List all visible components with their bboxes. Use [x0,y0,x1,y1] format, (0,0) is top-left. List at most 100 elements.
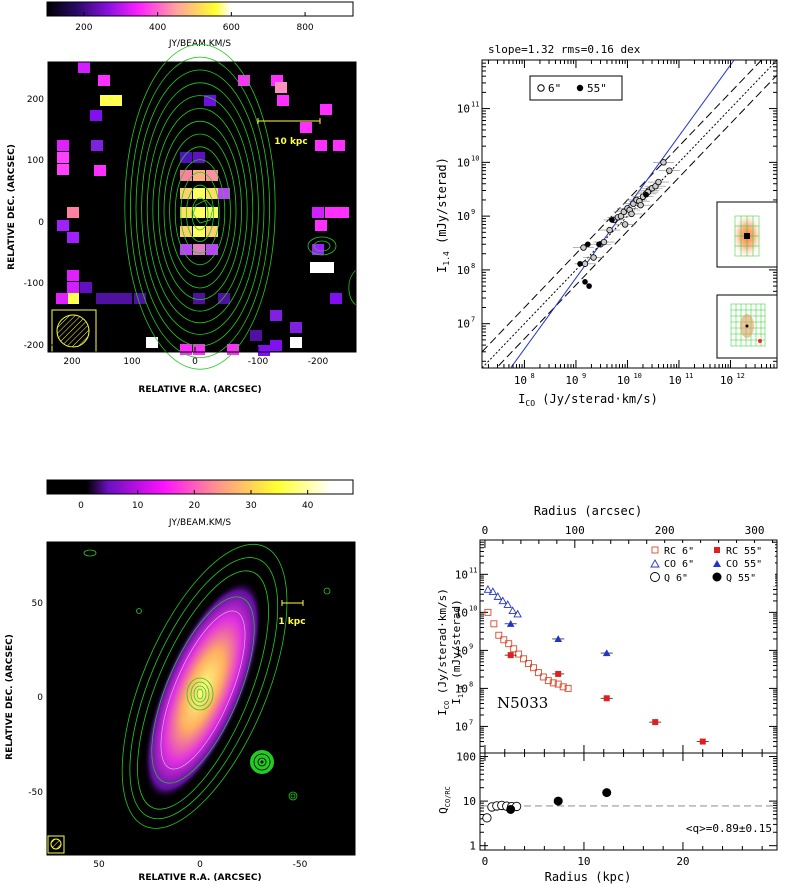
scalebar-c-label: 1 kpc [278,617,305,627]
image-a-pixel [337,207,349,218]
y-tick-label-b: 10 [457,210,470,223]
point-b-6 [660,159,667,166]
legend-b-label-55: 55" [587,82,607,95]
inset-b-top [716,201,778,268]
legend-d-q55-marker [712,572,722,582]
point-b-6 [600,238,608,246]
point-b-55 [596,241,602,248]
panel-b: slope=1.32 rms=0.16 dex 10 8 10 9 10 10 10 11 10… [435,43,778,408]
y-tick-exp-d-upper: 10 [469,604,477,612]
image-a-pixel [227,344,239,355]
inset-b-bottom [716,294,778,359]
image-a-pixel [180,152,192,163]
point-b-55 [643,191,649,198]
y-tick-exp-b: 7 [471,316,475,324]
y-tick-label-d-lower: 100 [456,751,476,764]
beam-box-c [47,835,65,854]
top-tick-label-d: 200 [655,524,675,537]
panel-c: 0 10 20 30 40 JY/BEAM.KM/S [5,479,356,883]
point-b-6 [666,167,673,174]
y-axis-label-d-rc: I1.4 (mJy/sterad) [450,599,465,704]
image-a-pixel [312,207,324,218]
x-tick-label-d: 0 [482,855,489,868]
image-a: 10 kpc [47,44,357,370]
y-tick-label-b: 10 [457,103,470,116]
image-a-pixel [206,244,218,255]
point-b-6 [581,260,589,267]
point-d-co6 [483,585,493,593]
point-b-55 [577,260,583,267]
image-tick-label-x: 0 [192,357,198,367]
image-tick-label-y: -100 [24,279,45,289]
legend-d-q6-marker [650,572,660,582]
point-d-rc55 [603,695,610,702]
image-a-pixel [277,95,289,106]
image-a-pixel [146,337,158,348]
y-tick-label-d-upper: 10 [455,682,468,695]
image-a-pixel [57,164,69,175]
image-a-pixel [57,140,69,151]
reference-line-dashed-upper [482,60,763,353]
image-a-pixel [310,262,322,273]
y-tick-exp-b: 11 [471,101,479,109]
frame-a [47,61,357,353]
x-axis-label-b: ICO (Jy/sterad·km/s) [518,392,658,408]
point-b-6 [606,226,613,234]
point-b-6 [590,254,597,261]
image-a-pixel [193,170,205,181]
colorbar-tick-label: 400 [149,23,166,33]
legend-b-open-marker [537,84,545,92]
y-tick-label-d-lower: 1 [469,840,476,853]
point-d-rc6 [515,650,523,658]
point-b-6 [628,210,635,218]
colorbar-a-label: JY/BEAM.KM/S [168,39,232,49]
y-tick-exp-d-upper: 8 [469,680,473,688]
legend-b: 6" 55" [529,75,623,101]
image-tick-label-x: 100 [123,357,140,367]
point-d-rc6 [559,683,567,691]
image-a-pixel [193,293,205,304]
point-d-rc6 [544,677,552,685]
colorbar-tick-label: 20 [189,501,201,511]
point-d-co6 [493,592,503,600]
point-b-55 [586,283,592,289]
contour-a-edge [348,269,357,306]
beam-a [56,314,90,348]
image-tick-label-x: 50 [93,860,105,870]
panel-a: 200 400 600 800 JY/BEAM.KM/S 10 kpc 200 100 0… [7,1,357,395]
point-d-rc6 [549,679,557,687]
point-d-co6 [513,609,522,618]
image-a-pixel [322,262,334,273]
image-tick-label-x: -100 [248,357,269,367]
image-tick-label-x: 200 [63,357,80,367]
image-tick-label-y: 0 [38,218,44,228]
point-d-rc6 [564,684,572,692]
image-a-pixel [206,188,218,199]
image-a-pixel [300,122,312,133]
image-c: 1 kpc [46,541,356,856]
x-axis-label-a: RELATIVE R.A. (ARCSEC) [138,385,261,395]
contour-a [152,108,248,312]
image-a-pixel [333,140,345,151]
point-d-q6 [482,813,492,823]
image-a-pixel [320,104,332,115]
image-a-pixel [271,75,283,86]
point-b-55 [609,217,615,223]
image-tick-label-y: 100 [27,156,44,166]
image-a-pixel [94,165,106,176]
y-tick-exp-b: 8 [471,262,475,270]
point-d-rc6 [505,640,513,648]
y-tick-exp-d-upper: 9 [469,642,473,650]
image-a-pixel [193,244,205,255]
image-tick-label-y: 0 [37,693,43,703]
q-annotation-d: <q>=0.89±0.15 [686,822,772,835]
colorbar-tick-label: 0 [78,501,84,511]
image-a-pixel [330,293,342,304]
x-tick-exp-b: 9 [582,372,586,380]
image-a-pixel [270,340,282,351]
image-a-pixel [258,345,270,356]
image-a-pixel [180,207,192,218]
small-sources-c [83,549,331,801]
point-d-co55 [506,620,515,627]
colorbar-a-strip [46,1,354,17]
